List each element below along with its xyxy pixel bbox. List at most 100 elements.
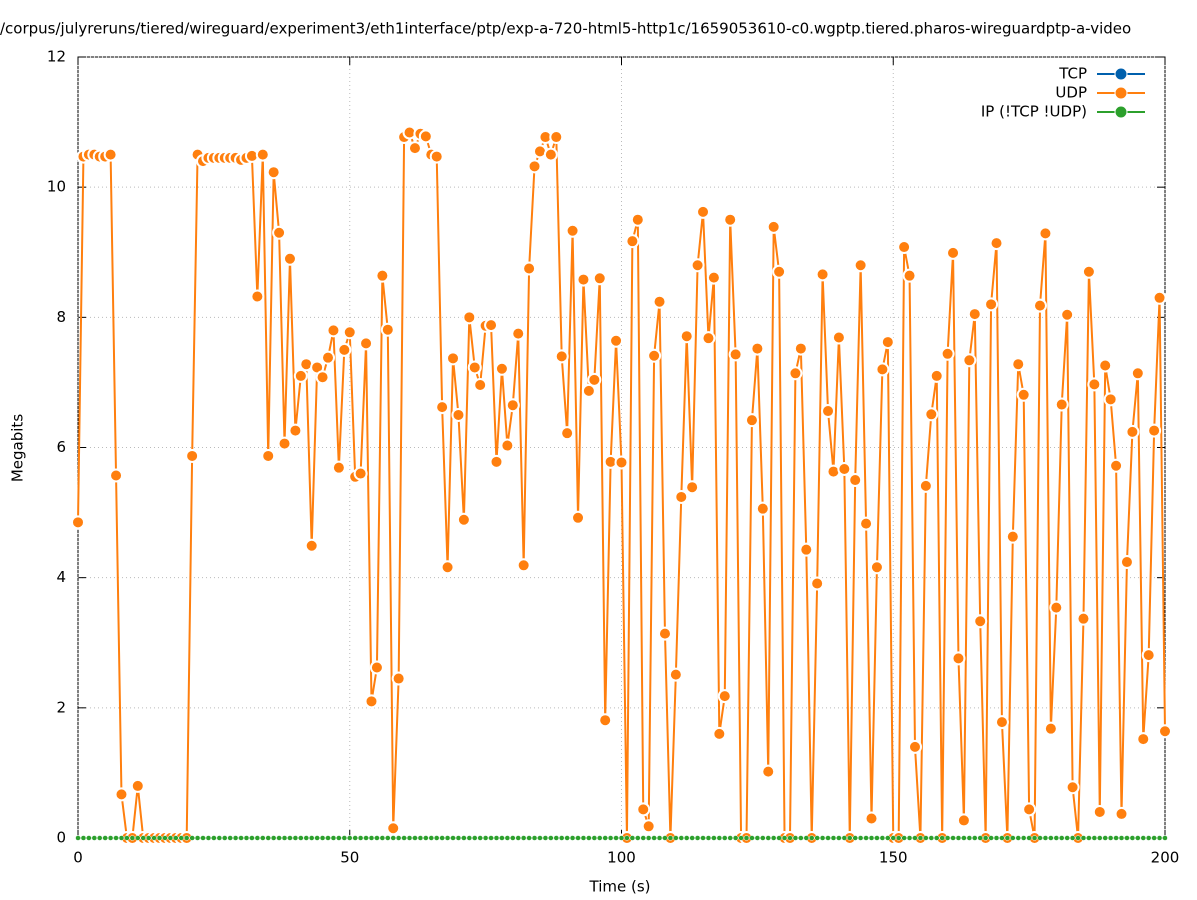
data-point — [124, 835, 130, 841]
data-point — [439, 835, 445, 841]
data-point — [912, 835, 918, 841]
data-point — [494, 361, 509, 376]
data-point — [808, 835, 815, 841]
data-point — [298, 835, 304, 841]
y-tick-label: 10 — [47, 178, 66, 196]
data-point — [417, 835, 424, 841]
data-point — [395, 835, 402, 841]
data-point — [864, 811, 879, 826]
data-point — [270, 835, 277, 841]
data-point — [1080, 835, 1087, 841]
data-point — [967, 307, 982, 322]
data-point — [303, 835, 310, 841]
data-point — [1125, 424, 1140, 439]
data-point — [265, 835, 271, 841]
data-point — [792, 835, 799, 841]
data-point — [337, 342, 352, 357]
data-point — [450, 835, 456, 841]
data-point — [391, 671, 406, 686]
data-point — [71, 515, 85, 530]
data-point — [1032, 298, 1047, 313]
data-point — [727, 835, 733, 841]
data-point — [831, 330, 846, 345]
data-point — [982, 835, 989, 841]
data-point — [565, 223, 580, 238]
legend-marker — [1114, 67, 1128, 81]
data-point — [489, 454, 504, 469]
data-point — [380, 322, 395, 337]
data-point — [1135, 835, 1141, 841]
data-point — [613, 835, 619, 841]
data-point — [484, 318, 499, 333]
data-point — [260, 835, 266, 841]
data-point — [135, 835, 141, 841]
data-point — [972, 835, 978, 841]
data-point — [194, 835, 201, 841]
data-point — [743, 835, 750, 841]
data-point — [696, 204, 711, 219]
data-point — [641, 819, 656, 834]
data-point — [1098, 358, 1113, 373]
data-point — [75, 835, 81, 841]
data-point — [673, 835, 679, 841]
data-point — [103, 147, 118, 162]
data-point — [560, 426, 575, 441]
data-point — [1107, 835, 1114, 841]
data-point — [705, 835, 712, 841]
data-point — [656, 835, 663, 841]
data-point — [418, 129, 433, 144]
data-point — [592, 271, 607, 286]
data-point — [1026, 835, 1032, 841]
data-point — [554, 349, 569, 364]
data-point — [325, 835, 331, 841]
data-point — [511, 326, 526, 341]
data-point — [385, 835, 391, 841]
data-point — [977, 835, 983, 841]
data-point — [765, 835, 771, 841]
data-point — [645, 835, 652, 841]
data-point — [837, 461, 852, 476]
data-point — [342, 325, 357, 340]
data-point — [359, 336, 374, 351]
data-point — [1136, 732, 1151, 747]
data-point — [907, 739, 922, 754]
data-point — [760, 835, 766, 841]
data-point — [679, 329, 694, 344]
data-point — [647, 348, 662, 363]
data-point — [505, 398, 520, 413]
data-point — [678, 835, 685, 841]
data-point — [462, 310, 477, 325]
series-line — [77, 130, 1166, 839]
data-point — [390, 835, 396, 841]
data-point — [994, 715, 1009, 730]
data-point — [918, 478, 933, 493]
data-point — [640, 835, 646, 841]
data-point — [793, 341, 808, 356]
data-point — [272, 225, 287, 240]
data-point — [499, 835, 505, 841]
data-point — [250, 289, 265, 304]
data-point — [962, 353, 977, 368]
data-point — [80, 835, 87, 841]
y-tick-label: 4 — [56, 568, 66, 586]
data-point — [890, 835, 896, 841]
data-point — [314, 835, 320, 841]
data-point — [857, 835, 864, 841]
data-point — [412, 835, 418, 841]
data-point — [456, 512, 471, 527]
data-point — [1076, 611, 1091, 626]
data-point — [694, 835, 701, 841]
data-point — [1065, 780, 1080, 795]
data-point — [581, 383, 596, 398]
data-point — [200, 835, 206, 841]
data-point — [598, 713, 613, 728]
data-point — [515, 835, 521, 841]
data-point — [1119, 555, 1134, 570]
data-point — [875, 362, 890, 377]
data-point — [754, 835, 761, 841]
data-point — [140, 835, 146, 841]
data-point — [1156, 835, 1163, 841]
data-point — [308, 835, 315, 841]
data-point — [477, 835, 483, 841]
data-point — [749, 835, 755, 841]
